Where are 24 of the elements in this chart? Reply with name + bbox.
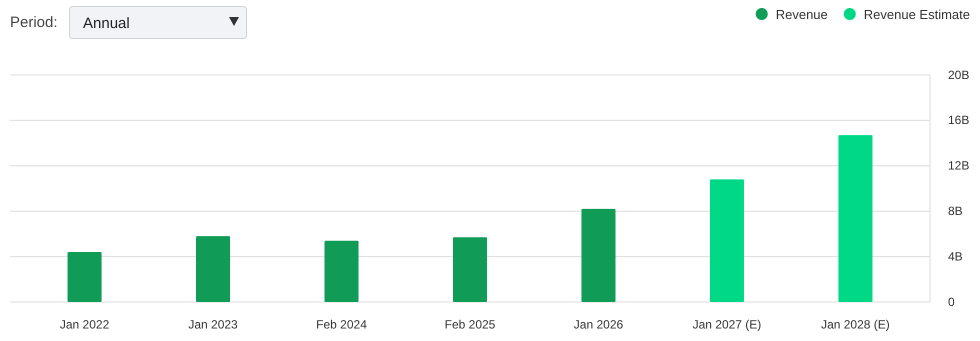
x-tick-label: Jan 2022 [60, 318, 110, 332]
bar [324, 240, 359, 302]
bar [68, 252, 102, 302]
x-tick-label: Jan 2023 [188, 318, 238, 332]
y-tick-label: 20B [948, 68, 970, 82]
bar [581, 208, 616, 302]
x-tick-label: Feb 2025 [444, 318, 496, 332]
x-tick-label: Jan 2026 [574, 318, 624, 332]
legend-label: Revenue [776, 7, 828, 22]
x-tick-label: Jan 2027 (E) [692, 318, 762, 332]
y-tick-label: 0 [948, 294, 955, 309]
bar [710, 179, 744, 302]
y-tick-label: 8B [948, 204, 963, 218]
x-tick-label: Feb 2024 [316, 318, 368, 332]
bar [196, 236, 230, 302]
y-tick-label: 4B [948, 249, 963, 264]
text: Period: [10, 14, 58, 31]
period-dropdown: Annual [69, 6, 247, 39]
bar [452, 237, 488, 302]
bar [838, 135, 872, 302]
y-tick-label: 12B [948, 158, 970, 173]
x-tick-label: Jan 2028 (E) [821, 318, 890, 332]
legend-label: Revenue Estimate [864, 7, 970, 22]
y-tick-label: 16B [948, 113, 970, 128]
